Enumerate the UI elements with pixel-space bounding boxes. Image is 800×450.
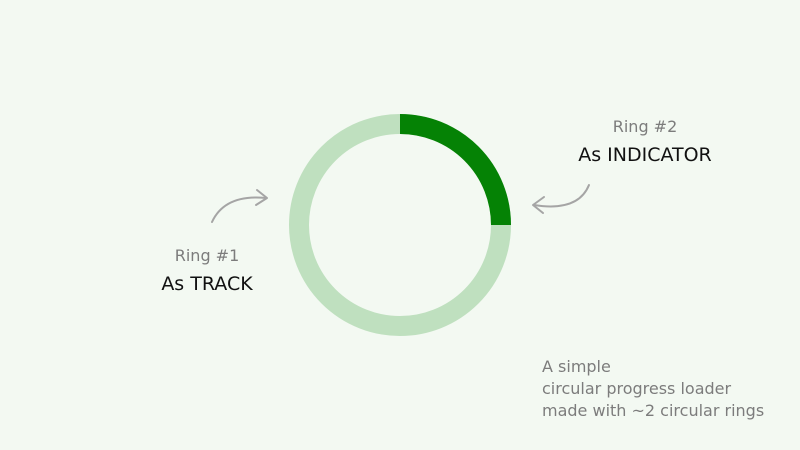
- indicator-ring: [399, 114, 511, 226]
- ring2-label: As INDICATOR: [578, 144, 712, 166]
- ring1-annotation: Ring #1 As TRACK: [147, 246, 267, 296]
- ring1-label: As TRACK: [161, 273, 253, 295]
- caption: A simple circular progress loader made w…: [542, 356, 792, 422]
- curved-arrow-right-icon: [211, 189, 268, 223]
- curved-arrow-left-icon: [532, 184, 590, 214]
- ring1-sublabel: Ring #1: [174, 246, 240, 265]
- caption-line: A simple: [542, 357, 611, 376]
- ring2-sublabel: Ring #2: [612, 117, 678, 136]
- caption-line: circular progress loader: [542, 379, 732, 398]
- caption-line: made with ~2 circular rings: [542, 401, 765, 420]
- ring2-annotation: Ring #2 As INDICATOR: [570, 117, 720, 167]
